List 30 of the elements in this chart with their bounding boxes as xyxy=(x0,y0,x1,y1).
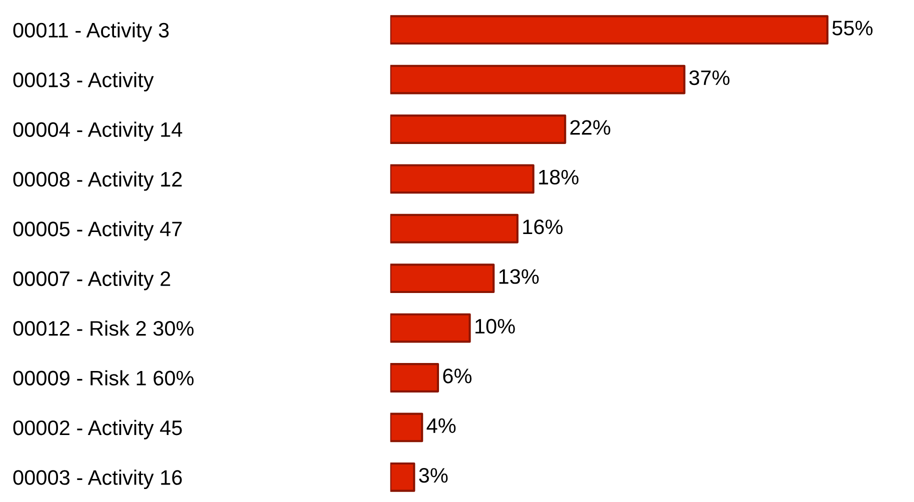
bar xyxy=(390,15,828,45)
y-tick-label: 00012 - Risk 2 30% xyxy=(13,320,194,336)
data-label: 10% xyxy=(476,318,515,334)
data-label: 18% xyxy=(539,170,578,185)
bar xyxy=(390,164,534,194)
y-tick-label: 00005 - Activity 47 xyxy=(13,221,182,241)
data-label: 22% xyxy=(570,120,610,135)
y-tick-label: 00004 - Activity 14 xyxy=(13,122,182,142)
bar xyxy=(390,313,471,343)
data-label: 6% xyxy=(443,368,472,384)
data-label: 55% xyxy=(832,20,873,36)
y-tick-label: 00011 - Activity 3 xyxy=(13,22,169,42)
y-tick-label: 00008 - Activity 12 xyxy=(13,171,182,191)
y-tick-label: 00009 - Risk 1 60% xyxy=(13,370,194,386)
bar xyxy=(390,412,424,442)
bar xyxy=(390,363,440,392)
bar xyxy=(390,64,686,94)
y-tick-label: 00002 - Activity 45 xyxy=(13,420,182,440)
bar xyxy=(390,214,518,244)
bar xyxy=(390,462,416,492)
y-tick-label: 00007 - Activity 2 xyxy=(13,270,170,290)
bar xyxy=(390,264,495,294)
data-label: 3% xyxy=(419,468,448,483)
data-label: 13% xyxy=(499,269,539,284)
data-label: 16% xyxy=(523,219,563,234)
y-tick-label: 00003 - Activity 16 xyxy=(13,470,182,490)
bar xyxy=(390,114,566,144)
y-tick-label: 00013 - Activity xyxy=(13,72,154,92)
data-label: 4% xyxy=(426,418,456,433)
data-label: 37% xyxy=(689,70,730,86)
